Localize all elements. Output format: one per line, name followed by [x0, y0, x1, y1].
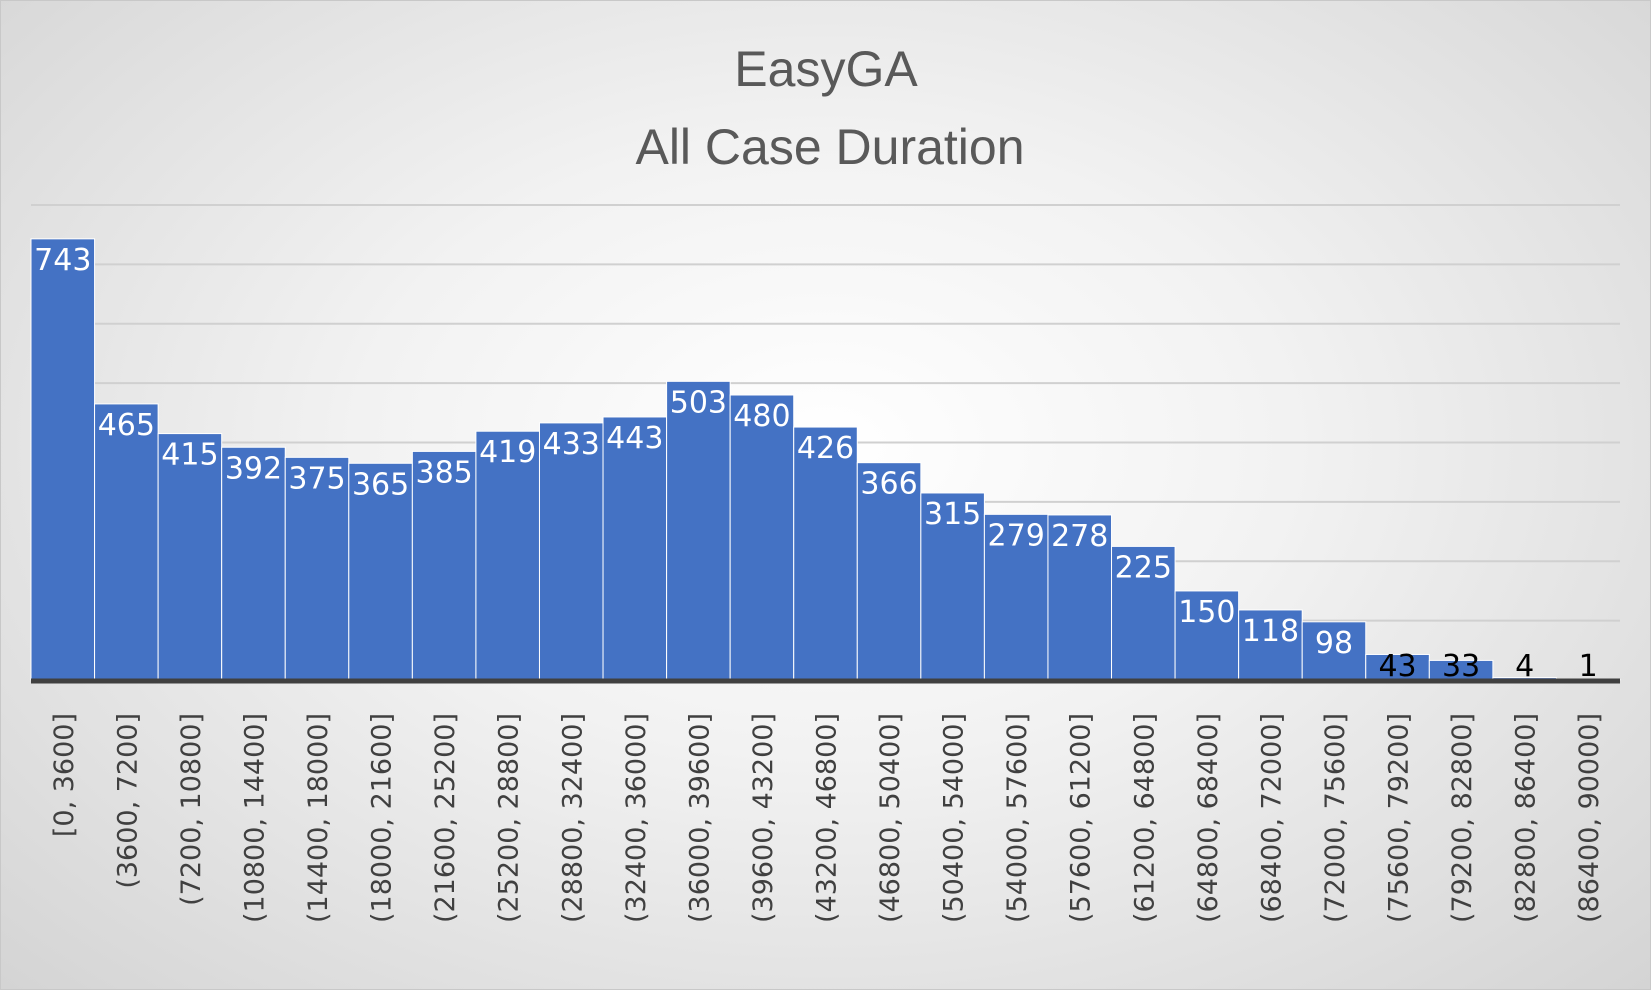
category-label: (39600, 43200] — [748, 713, 779, 923]
category-label: [0, 3600] — [49, 713, 80, 837]
data-label: 375 — [288, 461, 345, 496]
data-label: 743 — [34, 243, 91, 278]
bar — [1174, 590, 1240, 681]
data-label: 465 — [98, 408, 155, 443]
category-label: (79200, 82800] — [1447, 713, 1478, 923]
data-label: 225 — [1115, 550, 1172, 585]
bar — [1047, 514, 1113, 681]
category-label: (54000, 57600] — [1002, 713, 1033, 923]
bars — [30, 238, 1621, 681]
data-label: 385 — [416, 455, 473, 490]
bar — [1238, 609, 1303, 681]
bar — [983, 513, 1049, 681]
category-labels: [0, 3600] (3600, 7200] (7200, 10800] (10800… — [49, 713, 1605, 923]
category-label: (10800, 14400] — [239, 713, 270, 923]
data-label: 366 — [860, 467, 917, 502]
category-label: (61200, 64800] — [1129, 713, 1160, 923]
data-label: 443 — [606, 421, 663, 456]
category-label: (57600, 61200] — [1066, 713, 1097, 923]
category-label: (64800, 68400] — [1193, 713, 1224, 923]
data-label: 365 — [352, 467, 409, 502]
data-label: 33 — [1442, 649, 1480, 684]
data-label: 1 — [1579, 649, 1598, 684]
bar — [157, 433, 223, 681]
data-label: 118 — [1242, 614, 1299, 649]
category-label: (50400, 54000] — [939, 713, 970, 923]
data-label: 150 — [1178, 595, 1235, 630]
bar — [602, 416, 668, 681]
category-label: (43200, 46800] — [812, 713, 843, 923]
data-label: 419 — [479, 435, 536, 470]
chart-subtitle: All Case Duration — [635, 119, 1024, 175]
data-label: 279 — [988, 518, 1045, 553]
data-label: 315 — [924, 497, 981, 532]
bar — [729, 394, 795, 681]
category-label: (18000, 21600] — [367, 713, 398, 923]
data-label: 43 — [1378, 649, 1416, 684]
category-label: (28800, 32400] — [557, 713, 588, 923]
bar — [1301, 621, 1367, 681]
bar — [1111, 545, 1176, 681]
category-label: (25200, 28800] — [494, 713, 525, 923]
data-label: 433 — [543, 427, 600, 462]
category-label: (32400, 36000] — [621, 713, 652, 923]
bar — [30, 238, 96, 681]
bar — [793, 426, 858, 681]
category-label: (72000, 75600] — [1320, 713, 1351, 923]
data-label: 503 — [670, 385, 727, 420]
bar — [920, 492, 985, 681]
bar — [411, 450, 477, 681]
data-label: 4 — [1515, 649, 1534, 684]
category-label: (75600, 79200] — [1384, 713, 1415, 923]
data-label: 426 — [797, 431, 854, 466]
bar — [856, 462, 922, 681]
category-label: (68400, 72000] — [1256, 713, 1287, 923]
category-label: (86400, 90000] — [1574, 713, 1605, 923]
category-label: (21600, 25200] — [430, 713, 461, 923]
data-label: 480 — [733, 399, 790, 434]
bar — [666, 380, 731, 681]
chart-title: EasyGA — [734, 41, 918, 97]
category-label: (14400, 18000] — [303, 713, 334, 923]
category-label: (7200, 10800] — [176, 713, 207, 906]
bar — [348, 462, 413, 681]
category-label: (36000, 39600] — [684, 713, 715, 923]
data-label: 392 — [225, 451, 282, 486]
data-label: 278 — [1051, 519, 1108, 554]
category-label: (3600, 7200] — [112, 713, 143, 889]
bar — [94, 403, 159, 681]
bar — [475, 430, 540, 681]
category-label: (82800, 86400] — [1511, 713, 1542, 923]
data-label: 415 — [161, 438, 218, 473]
data-label: 98 — [1315, 626, 1353, 661]
category-label: (46800, 50400] — [875, 713, 906, 923]
